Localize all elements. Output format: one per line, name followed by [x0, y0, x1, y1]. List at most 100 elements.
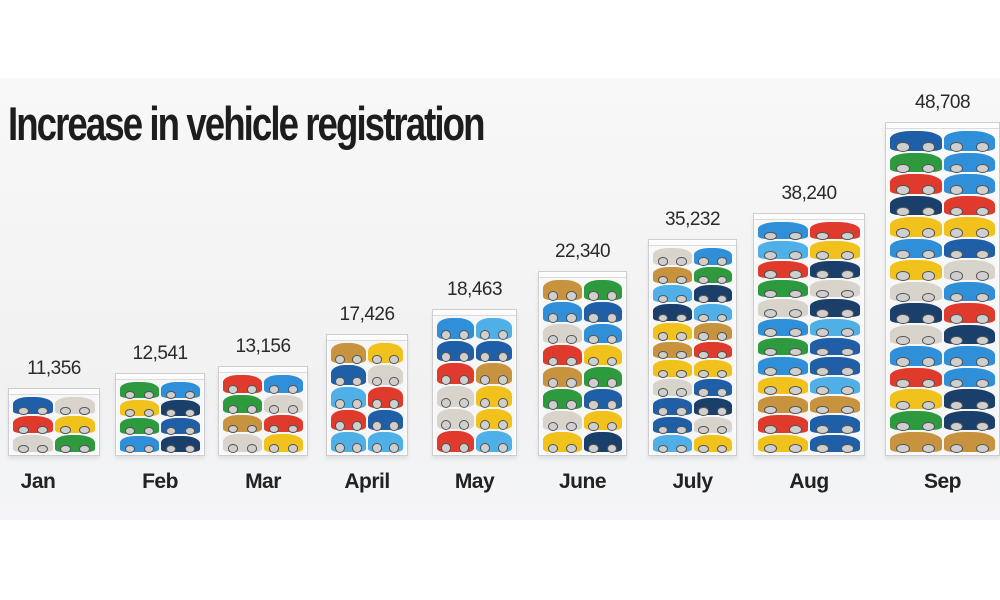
toy-car-icon	[810, 241, 860, 261]
toy-car-icon	[368, 387, 403, 409]
toy-car-icon	[653, 247, 692, 266]
toy-car-icon	[810, 434, 860, 454]
box-lid	[9, 389, 99, 395]
box-lid	[539, 272, 626, 278]
bar-sep	[885, 122, 1000, 456]
toy-car-icon	[758, 434, 808, 454]
toy-car-icon	[653, 379, 692, 397]
toy-car-icon	[475, 363, 512, 385]
toy-car-icon	[583, 323, 622, 344]
stacked-cars	[890, 131, 995, 453]
value-label: 38,240	[781, 183, 837, 204]
toy-car-icon	[890, 303, 942, 324]
month-label: Mar	[245, 470, 281, 493]
month-label: June	[558, 470, 607, 493]
toy-car-icon	[693, 360, 732, 378]
toy-car-icon	[331, 409, 366, 432]
toy-car-icon	[810, 415, 860, 435]
toy-car-icon	[583, 280, 622, 301]
toy-car-icon	[583, 410, 622, 431]
glass-box	[326, 334, 408, 456]
bar-feb	[115, 373, 205, 456]
toy-car-icon	[943, 367, 995, 388]
toy-car-icon	[758, 280, 808, 299]
toy-car-icon	[437, 340, 474, 362]
toy-car-icon	[693, 285, 732, 303]
toy-car-icon	[890, 195, 942, 216]
value-label: 18,463	[446, 279, 503, 300]
toy-car-icon	[583, 345, 622, 366]
box-lid	[327, 335, 407, 341]
toy-car-icon	[810, 260, 860, 280]
box-lid	[649, 240, 736, 246]
toy-car-icon	[693, 379, 732, 397]
glass-box	[115, 373, 205, 456]
stacked-cars	[758, 222, 860, 454]
toy-car-icon	[13, 416, 53, 434]
toy-car-icon	[264, 394, 303, 414]
toy-car-icon	[810, 357, 860, 377]
month-label: Sep	[923, 470, 962, 493]
toy-car-icon	[475, 385, 512, 408]
toy-car-icon	[583, 432, 622, 453]
toy-car-icon	[653, 360, 692, 378]
toy-car-icon	[890, 410, 942, 431]
month-label: April	[344, 470, 390, 493]
stacked-cars	[543, 280, 622, 453]
toy-car-icon	[758, 376, 808, 396]
glass-box	[432, 309, 517, 456]
box-lid	[116, 374, 204, 380]
glass-box	[648, 239, 737, 456]
glass-box	[218, 366, 308, 456]
toy-car-icon	[543, 432, 582, 453]
month-label: May	[454, 470, 495, 493]
toy-car-icon	[55, 435, 95, 453]
toy-car-icon	[810, 396, 860, 415]
toy-car-icon	[653, 435, 692, 453]
toy-car-icon	[331, 431, 366, 454]
toy-car-icon	[583, 301, 622, 323]
toy-car-icon	[943, 174, 995, 195]
toy-car-icon	[223, 414, 262, 433]
toy-car-icon	[758, 299, 808, 319]
toy-car-icon	[368, 342, 403, 365]
toy-car-icon	[943, 217, 995, 238]
toy-car-icon	[758, 318, 808, 338]
toy-car-icon	[543, 367, 582, 388]
month-label: July	[672, 470, 713, 493]
stacked-cars	[13, 397, 95, 453]
value-label: 12,541	[132, 343, 188, 364]
toy-car-icon	[161, 382, 200, 399]
toy-car-icon	[943, 238, 995, 259]
toy-car-icon	[543, 345, 582, 366]
toy-car-icon	[368, 431, 403, 454]
glass-box	[885, 122, 1000, 456]
toy-car-icon	[331, 342, 366, 365]
toy-car-icon	[693, 435, 732, 453]
toy-car-icon	[890, 260, 942, 281]
toy-car-icon	[693, 304, 732, 322]
toy-car-icon	[437, 385, 474, 408]
toy-car-icon	[758, 357, 808, 377]
box-lid	[886, 123, 999, 129]
toy-car-icon	[758, 338, 808, 357]
toy-car-icon	[543, 301, 582, 323]
toy-car-icon	[810, 318, 860, 338]
toy-car-icon	[543, 323, 582, 344]
box-lid	[433, 310, 516, 316]
toy-car-icon	[890, 389, 942, 410]
toy-car-icon	[543, 280, 582, 301]
toy-car-icon	[475, 317, 512, 340]
toy-car-icon	[890, 346, 942, 367]
toy-car-icon	[120, 436, 159, 453]
toy-car-icon	[943, 432, 995, 453]
toy-car-icon	[161, 436, 200, 453]
toy-car-icon	[331, 387, 366, 409]
toy-car-icon	[543, 388, 582, 410]
month-label: Jan	[20, 470, 56, 493]
bar-mar	[218, 366, 308, 456]
toy-car-icon	[943, 324, 995, 345]
toy-car-icon	[437, 317, 474, 340]
toy-car-icon	[890, 281, 942, 302]
toy-car-icon	[890, 432, 942, 453]
